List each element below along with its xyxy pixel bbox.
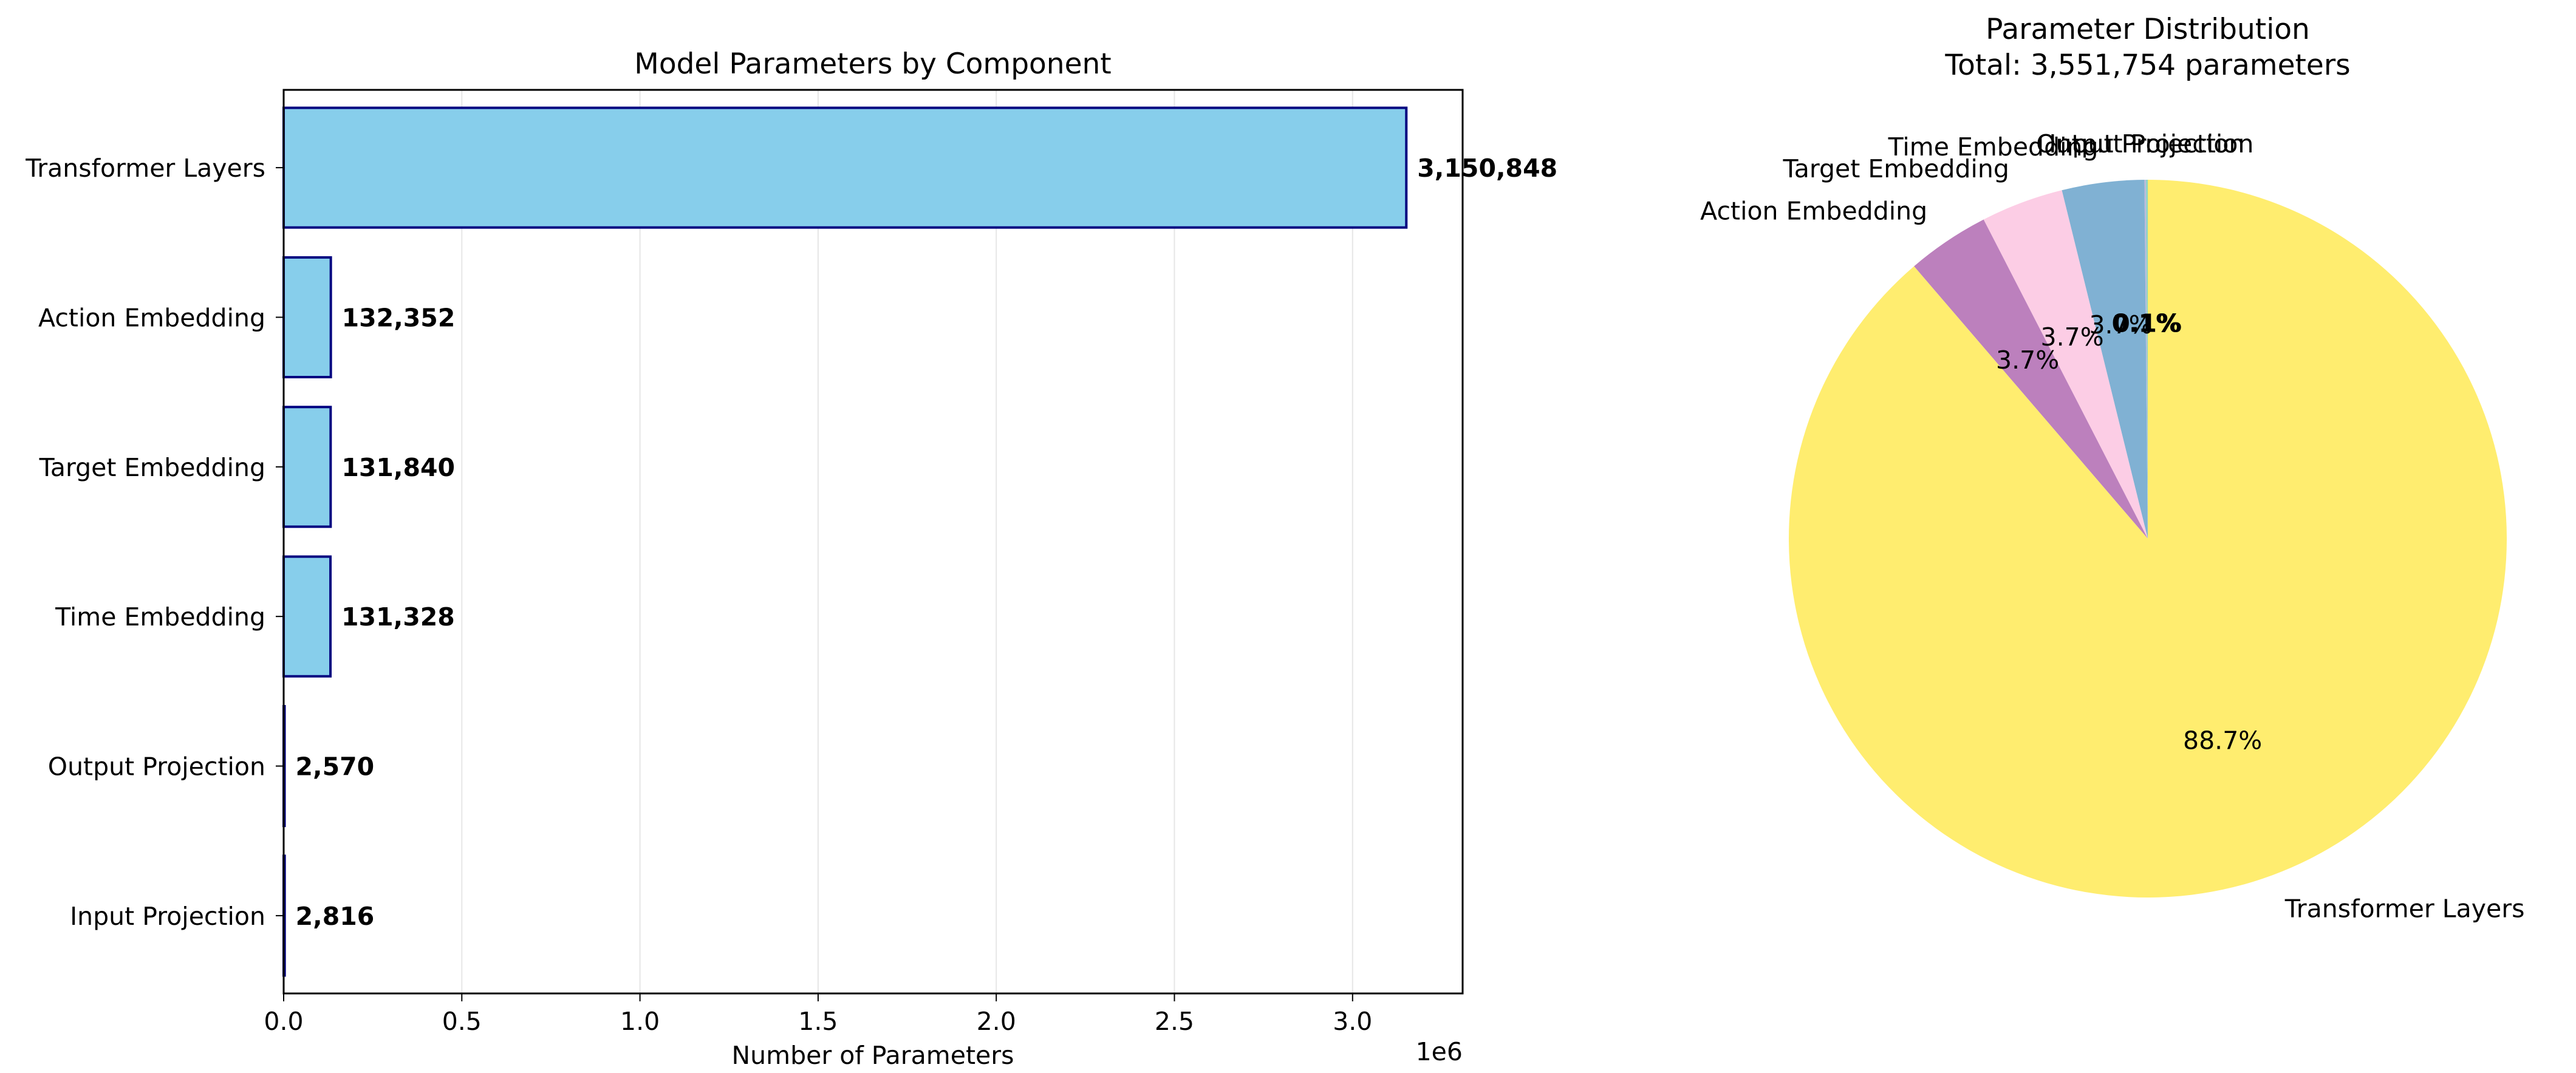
bar-chart: Model Parameters by Component 2,816 2,570… bbox=[25, 47, 1557, 1070]
bar-value-label: 131,840 bbox=[341, 453, 455, 482]
bar-value-label: 2,816 bbox=[296, 902, 375, 931]
bar-value-labels: 2,816 2,570 131,328 131,840 132,352 3,150,848 bbox=[296, 154, 1558, 931]
bar-x-tick-label: 2.0 bbox=[977, 1007, 1016, 1036]
pie-percent-labels: 0.1%0.1%3.7%3.7%3.7%88.7% bbox=[1996, 308, 2262, 755]
bar-time-embedding bbox=[282, 555, 332, 678]
bar-x-tick-label: 2.5 bbox=[1155, 1007, 1194, 1036]
pie-percent-label: 3.7% bbox=[1996, 346, 2059, 375]
bar-x-axis-offset-label: 1e6 bbox=[1416, 1037, 1463, 1066]
pie-slice-transformer-layers bbox=[1788, 180, 2507, 898]
pie-chart-subtitle: Total: 3,551,754 parameters bbox=[1944, 49, 2350, 82]
bar-action-embedding bbox=[282, 256, 332, 379]
pie-chart-title: Parameter Distribution bbox=[1986, 13, 2310, 46]
pie-slice-label: Output Projection bbox=[2036, 129, 2253, 158]
bar-x-axis-label: Number of Parameters bbox=[732, 1041, 1014, 1070]
bar-value-label: 131,328 bbox=[341, 602, 455, 632]
bar-series bbox=[282, 106, 1408, 977]
pie-slice-label: Time Embedding bbox=[1888, 132, 2099, 162]
pie-slice-time-embedding bbox=[2062, 180, 2148, 539]
bar-target-embedding bbox=[282, 406, 332, 528]
pie-slice-label: Action Embedding bbox=[1700, 197, 1927, 226]
bar-y-tick-label: Target Embedding bbox=[39, 453, 265, 482]
pie-percent-label: 0.1% bbox=[2112, 308, 2181, 338]
bar-y-tick-label: Time Embedding bbox=[55, 602, 265, 632]
bar-y-tick-label: Action Embedding bbox=[38, 303, 265, 332]
bar-x-tick-label: 1.0 bbox=[620, 1007, 660, 1036]
bar-transformer-layers bbox=[282, 106, 1408, 229]
bar-x-tick-labels: 0.0 0.5 1.0 1.5 2.0 2.5 3.0 bbox=[264, 993, 1372, 1036]
bar-y-tick-label: Output Projection bbox=[48, 752, 265, 782]
pie-slice-target-embedding bbox=[1983, 190, 2148, 539]
pie-slice-label: Input Projection bbox=[2049, 129, 2244, 158]
bar-x-tick-label: 0.5 bbox=[442, 1007, 482, 1036]
pie-slice-label: Transformer Layers bbox=[2284, 894, 2525, 924]
pie-slice-input-projection bbox=[2146, 180, 2148, 539]
bar-chart-title: Model Parameters by Component bbox=[634, 47, 1111, 81]
pie-slices bbox=[1788, 180, 2507, 898]
bar-value-label: 132,352 bbox=[342, 303, 456, 332]
bar-x-tick-label: 1.5 bbox=[798, 1007, 838, 1036]
bar-x-tick-label: 0.0 bbox=[264, 1007, 303, 1036]
bar-y-tick-label: Transformer Layers bbox=[25, 154, 265, 183]
pie-chart: Parameter Distribution Total: 3,551,754 … bbox=[1700, 13, 2524, 924]
pie-percent-label: 88.7% bbox=[2183, 726, 2262, 755]
bar-plot-frame bbox=[282, 89, 1464, 995]
pie-percent-label: 0.1% bbox=[2113, 308, 2182, 338]
bar-value-label: 2,570 bbox=[296, 752, 375, 782]
bar-value-label: 3,150,848 bbox=[1417, 154, 1557, 183]
bar-y-tick-labels: Input Projection Output Projection Time Em… bbox=[25, 154, 284, 931]
pie-slice-action-embedding bbox=[1914, 219, 2148, 539]
pie-slice-output-projection bbox=[2144, 180, 2148, 539]
pie-percent-label: 3.7% bbox=[2041, 322, 2104, 352]
pie-slice-label: Target Embedding bbox=[1782, 154, 2009, 183]
bar-y-tick-label: Input Projection bbox=[70, 902, 265, 931]
pie-percent-label: 3.7% bbox=[2089, 310, 2152, 339]
bar-x-tick-label: 3.0 bbox=[1333, 1007, 1372, 1036]
